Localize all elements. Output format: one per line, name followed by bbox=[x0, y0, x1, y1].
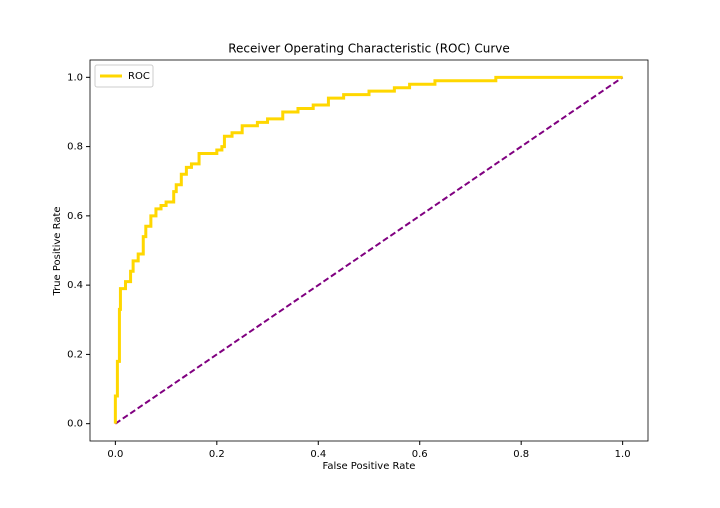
x-tick-label: 0.4 bbox=[310, 449, 326, 460]
y-axis-label: True Positive Rate bbox=[52, 206, 63, 296]
y-tick-label: 0.6 bbox=[67, 211, 83, 222]
plot-frame bbox=[89, 59, 649, 442]
x-axis-label: False Positive Rate bbox=[323, 461, 416, 472]
chart-title: Receiver Operating Characteristic (ROC) … bbox=[228, 42, 510, 56]
x-tick-label: 0.8 bbox=[513, 449, 529, 460]
y-tick-label: 0.0 bbox=[67, 419, 83, 430]
series-line bbox=[113, 75, 623, 424]
legend-label: ROC bbox=[128, 71, 150, 82]
x-tick-label: 0.6 bbox=[412, 449, 428, 460]
y-tick-label: 1.0 bbox=[67, 72, 83, 83]
y-tick-label: 0.4 bbox=[67, 280, 83, 291]
x-tick-label: 1.0 bbox=[615, 449, 631, 460]
x-tick-label: 0.0 bbox=[107, 449, 123, 460]
y-tick-label: 0.2 bbox=[67, 349, 83, 360]
series-line bbox=[114, 76, 624, 425]
x-tick-label: 0.2 bbox=[209, 449, 225, 460]
y-tick-label: 0.8 bbox=[67, 142, 83, 153]
legend-box bbox=[94, 64, 154, 88]
